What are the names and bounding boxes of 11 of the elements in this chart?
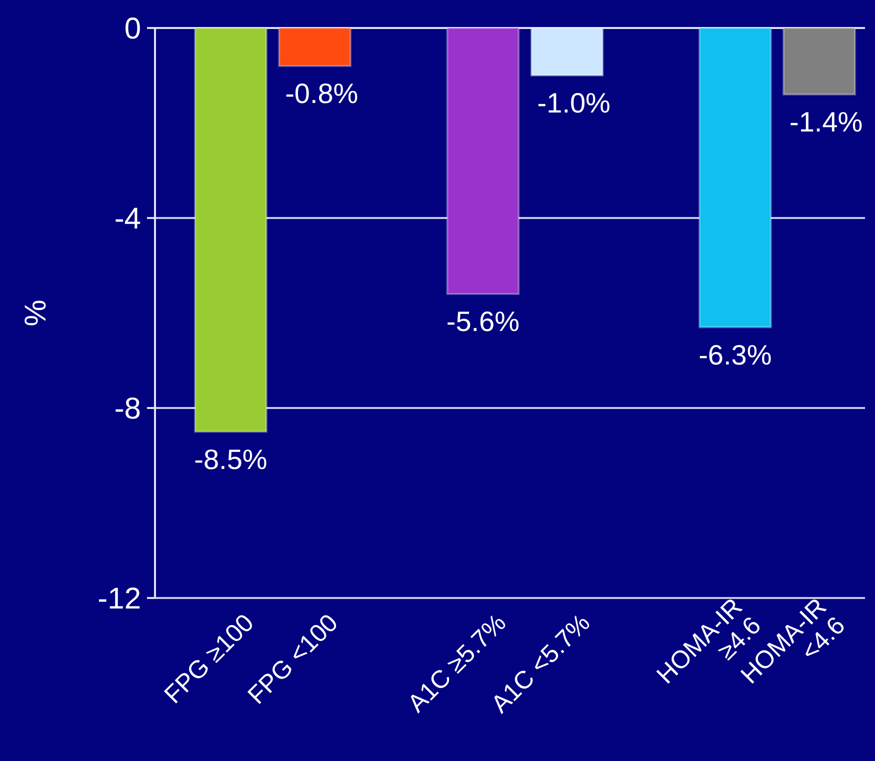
y-tick-label: 0 [124,12,141,46]
y-tick-label: -8 [114,392,141,426]
y-tick-label: -4 [114,202,141,236]
data-label: -1.0% [537,88,610,119]
data-label: -8.5% [194,444,268,475]
data-label: -5.6% [446,306,520,338]
y-tick-label: -12 [98,582,141,616]
y-axis-title: % [20,300,52,326]
data-label: -0.8% [285,78,358,110]
data-label: -6.3% [698,339,772,370]
data-label: -1.4% [790,106,863,138]
